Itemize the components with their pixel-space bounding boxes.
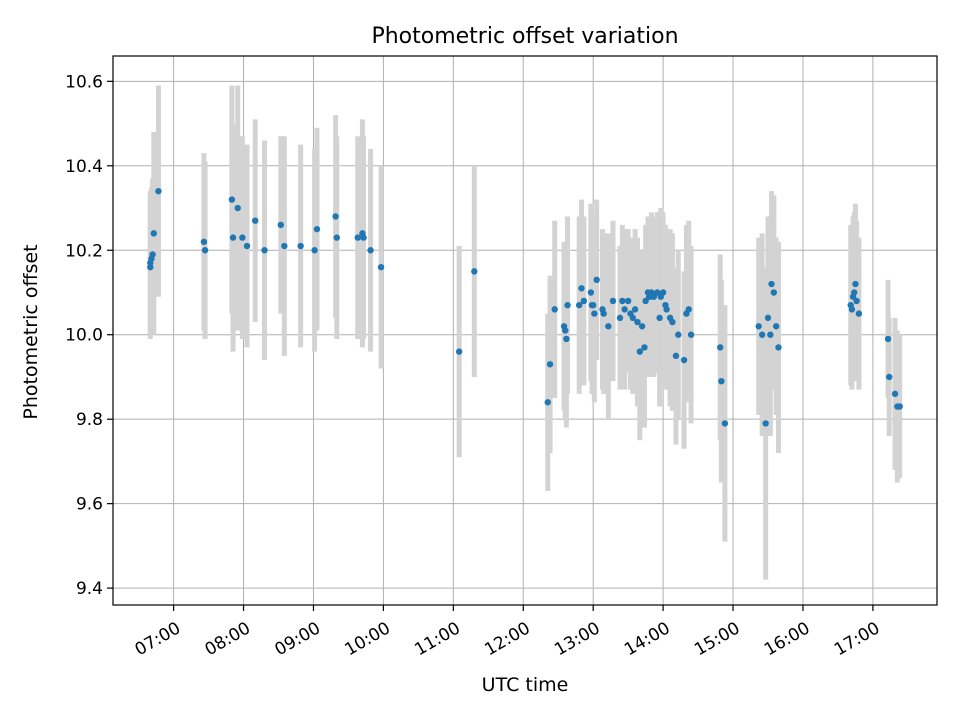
data-point <box>600 310 607 317</box>
data-point <box>638 323 646 330</box>
data-point <box>281 242 288 250</box>
data-point <box>762 420 769 427</box>
y-tick-label: 10.6 <box>65 72 103 92</box>
data-point <box>764 314 772 322</box>
data-point <box>243 242 251 250</box>
y-tick-label: 10.4 <box>65 157 103 177</box>
data-point <box>631 306 639 313</box>
data-point <box>149 251 156 258</box>
data-point <box>675 331 682 338</box>
data-point <box>891 390 899 398</box>
data-point <box>663 306 670 313</box>
data-point <box>551 306 558 313</box>
axes-frame <box>112 55 938 606</box>
data-point <box>587 289 595 296</box>
data-point <box>332 213 339 220</box>
data-point <box>354 234 361 241</box>
data-point <box>471 268 478 275</box>
y-tick-label: 9.6 <box>76 495 103 515</box>
data-point <box>200 238 208 246</box>
y-axis-label: Photometric offset <box>20 244 42 419</box>
chart-title: Photometric offset variation <box>371 24 678 49</box>
data-point <box>659 289 667 296</box>
data-point <box>155 187 162 195</box>
data-point <box>228 196 236 203</box>
data-point <box>775 344 782 351</box>
data-point <box>641 344 648 351</box>
data-point <box>297 242 304 250</box>
data-point <box>855 310 863 317</box>
data-point <box>654 289 661 296</box>
data-point <box>575 301 583 309</box>
data-point <box>717 344 724 351</box>
data-point <box>150 230 157 237</box>
data-point <box>634 318 641 326</box>
data-point <box>564 301 571 309</box>
data-point <box>277 221 285 229</box>
data-point <box>621 306 628 313</box>
data-point <box>772 323 780 330</box>
data-point <box>669 318 676 326</box>
data-point <box>605 323 612 330</box>
y-tick-label: 9.8 <box>76 410 103 430</box>
data-point <box>234 204 241 212</box>
y-tick-label: 10.2 <box>65 241 103 261</box>
data-point <box>656 314 663 322</box>
data-point <box>848 306 856 313</box>
data-point <box>333 234 340 241</box>
data-point <box>851 289 858 296</box>
data-point <box>367 247 374 254</box>
data-point <box>251 217 259 224</box>
y-tick-label: 10.0 <box>65 326 103 346</box>
data-point <box>624 297 632 305</box>
data-point <box>852 280 859 288</box>
x-axis-label: UTC time <box>482 674 569 696</box>
data-point <box>721 420 729 427</box>
data-point <box>755 323 762 330</box>
data-point <box>377 263 385 271</box>
data-point <box>455 348 463 355</box>
data-point <box>896 403 903 410</box>
data-point <box>589 301 597 309</box>
data-point <box>886 373 893 381</box>
data-point <box>563 335 570 343</box>
data-point <box>311 247 318 254</box>
data-point <box>609 297 617 305</box>
data-point <box>562 327 569 334</box>
data-point <box>685 306 692 313</box>
data-point <box>636 348 644 355</box>
data-point <box>767 331 774 338</box>
data-point <box>650 293 657 300</box>
data-point <box>544 399 551 406</box>
data-point <box>642 297 649 305</box>
data-point <box>261 247 268 254</box>
data-point <box>687 331 695 338</box>
data-point <box>718 377 725 385</box>
y-axis-ticks: 9.4 9.6 9.8 10.0 10.2 10.4 10.6 <box>65 72 113 599</box>
data-point <box>360 234 367 241</box>
data-point <box>629 314 637 322</box>
data-point <box>619 297 626 305</box>
data-point <box>672 352 680 360</box>
data-point <box>578 285 585 292</box>
data-point <box>546 361 554 368</box>
data-point <box>239 234 246 241</box>
data-point <box>680 356 688 364</box>
data-point <box>768 280 775 288</box>
data-point <box>580 297 588 305</box>
data-points <box>147 187 903 427</box>
data-point <box>229 234 237 241</box>
y-tick-label: 9.4 <box>76 579 103 599</box>
data-point <box>616 314 624 322</box>
data-point <box>313 225 321 233</box>
data-point <box>853 297 860 305</box>
data-point <box>201 247 209 254</box>
data-point <box>591 310 598 317</box>
data-point <box>593 276 600 284</box>
data-point <box>884 335 892 343</box>
data-point <box>770 289 778 296</box>
data-point <box>758 331 766 338</box>
